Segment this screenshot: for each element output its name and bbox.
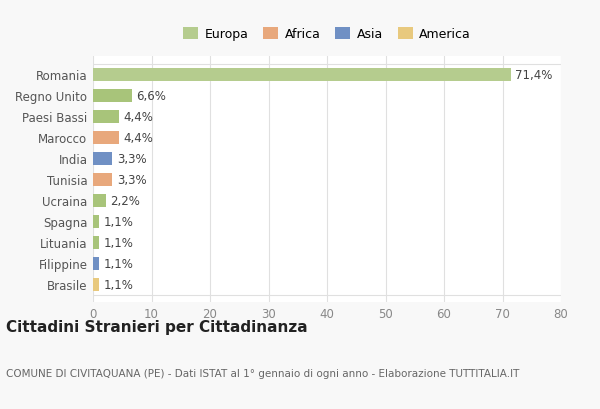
Bar <box>93 152 112 166</box>
Bar <box>93 215 100 229</box>
Text: COMUNE DI CIVITAQUANA (PE) - Dati ISTAT al 1° gennaio di ogni anno - Elaborazion: COMUNE DI CIVITAQUANA (PE) - Dati ISTAT … <box>6 368 520 378</box>
Bar <box>93 278 100 292</box>
Text: 1,1%: 1,1% <box>104 236 134 249</box>
Bar <box>93 110 119 124</box>
Bar <box>93 68 511 82</box>
Text: 1,1%: 1,1% <box>104 278 134 291</box>
Text: 71,4%: 71,4% <box>515 69 553 82</box>
Bar <box>93 173 112 187</box>
Text: 3,3%: 3,3% <box>117 153 146 166</box>
Bar <box>93 236 100 249</box>
Text: 6,6%: 6,6% <box>136 90 166 103</box>
Text: 1,1%: 1,1% <box>104 257 134 270</box>
Bar <box>93 257 100 271</box>
Text: 3,3%: 3,3% <box>117 173 146 187</box>
Legend: Europa, Africa, Asia, America: Europa, Africa, Asia, America <box>183 28 471 41</box>
Text: 2,2%: 2,2% <box>110 194 140 207</box>
Bar <box>93 131 119 145</box>
Text: Cittadini Stranieri per Cittadinanza: Cittadini Stranieri per Cittadinanza <box>6 319 308 334</box>
Text: 4,4%: 4,4% <box>124 132 153 144</box>
Bar <box>93 89 131 103</box>
Bar <box>93 194 106 208</box>
Text: 4,4%: 4,4% <box>124 110 153 124</box>
Text: 1,1%: 1,1% <box>104 216 134 228</box>
